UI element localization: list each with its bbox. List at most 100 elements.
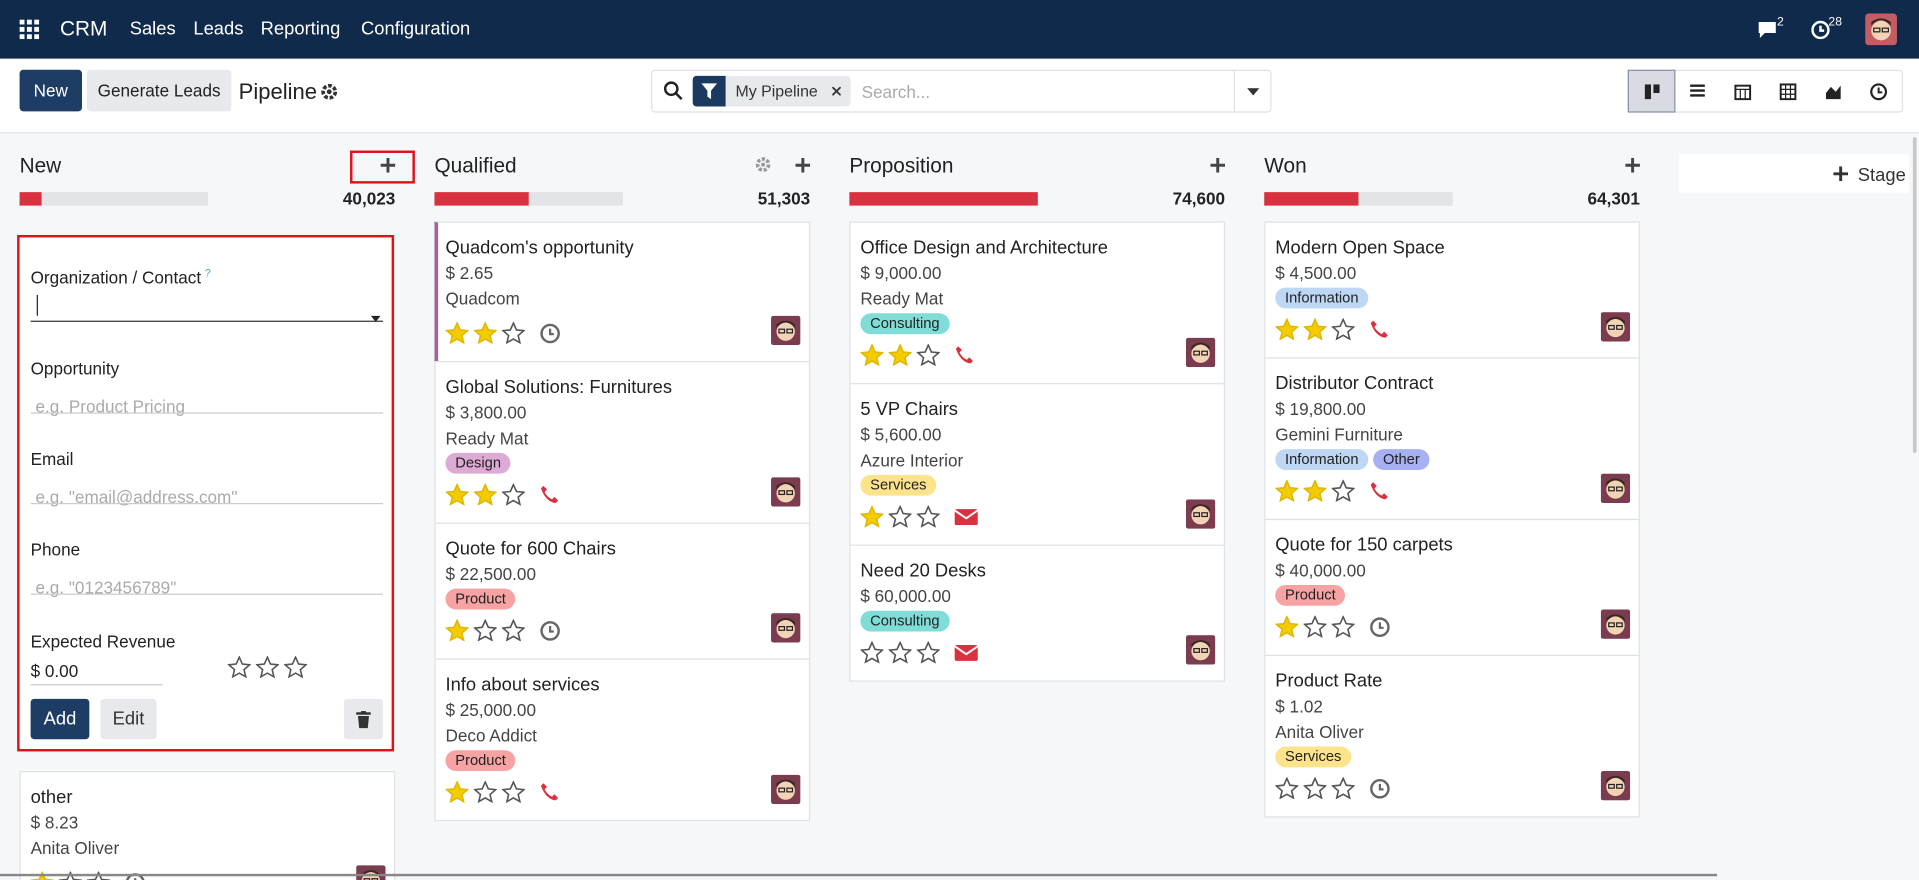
icon-part: [1779, 82, 1797, 100]
add-card[interactable]: [795, 157, 811, 179]
activity-icon[interactable]: [1810, 20, 1831, 41]
remove-facet[interactable]: [832, 86, 841, 96]
icon-part: [473, 321, 497, 344]
priority-stars[interactable]: [445, 321, 529, 344]
apps-icon[interactable]: [19, 19, 40, 40]
add-button[interactable]: Add: [30, 698, 90, 740]
view-button[interactable]: [1765, 71, 1810, 111]
activity-icon[interactable]: [945, 507, 978, 525]
icon-part: [1608, 324, 1615, 330]
card-revenue: $ 8.23: [30, 812, 79, 833]
activity-icon[interactable]: [1360, 481, 1389, 501]
card-customer: Deco Addict: [445, 725, 537, 746]
view-button[interactable]: [1720, 71, 1765, 111]
card-avatar: [1185, 635, 1216, 670]
facet-icon: [692, 75, 726, 107]
priority-stars[interactable]: [860, 505, 944, 528]
kanban-card[interactable]: Info about services $ 25,000.00 Deco Addic…: [434, 658, 811, 822]
icon-part: [916, 641, 940, 664]
icon-part: [786, 787, 794, 793]
search-toggle[interactable]: [1233, 70, 1271, 112]
gear-icon[interactable]: [321, 83, 338, 100]
menu-item[interactable]: Leads: [193, 18, 244, 40]
facet[interactable]: My Pipeline: [725, 75, 851, 107]
add-card[interactable]: [380, 157, 396, 179]
priority-stars[interactable]: [445, 483, 529, 506]
view-button[interactable]: [1856, 71, 1901, 111]
card-customer: Gemini Furniture: [1275, 424, 1403, 445]
activity-icon[interactable]: [115, 872, 146, 880]
discard-button[interactable]: [343, 698, 384, 740]
icon-part: [26, 26, 32, 32]
add-stage[interactable]: Stage: [1679, 154, 1910, 194]
activity-icon[interactable]: [1360, 616, 1391, 637]
generate-leads-button[interactable]: Generate Leads: [86, 69, 232, 112]
priority-stars[interactable]: [227, 655, 312, 679]
kanban-card[interactable]: Quote for 600 Chairs $ 22,500.00 Product: [434, 522, 811, 660]
add-card[interactable]: [1625, 157, 1640, 179]
activity-icon[interactable]: [945, 345, 974, 365]
kanban-column: New 40,023 other $ 8.23 Anita Oliver: [19, 132, 396, 880]
menu-item[interactable]: Reporting: [260, 18, 341, 40]
card-title: Office Design and Architecture: [860, 237, 1109, 259]
tag: Information: [1275, 449, 1369, 470]
icon-part: [255, 655, 280, 679]
icon-part: [540, 620, 560, 641]
add-card[interactable]: [1210, 157, 1226, 179]
icon-part: [795, 157, 811, 173]
menu-item[interactable]: Configuration: [361, 18, 471, 40]
kanban-card[interactable]: Product Rate $ 1.02 Anita Oliver Services: [1264, 654, 1640, 818]
app-name[interactable]: CRM: [59, 17, 108, 41]
priority-stars[interactable]: [445, 619, 529, 642]
icon-part: [445, 619, 469, 642]
caret: [1247, 88, 1260, 96]
kanban-card[interactable]: Need 20 Desks $ 60,000.00 Consulting: [849, 544, 1226, 682]
view-button[interactable]: [1811, 71, 1856, 111]
kanban-card[interactable]: Modern Open Space $ 4,500.00 Information: [1264, 221, 1640, 359]
activity-icon[interactable]: [1360, 319, 1389, 339]
icon-part: [445, 321, 469, 344]
icon-part: [34, 26, 40, 32]
kanban-card[interactable]: Global Solutions: Furnitures $ 3,800.00 Re…: [434, 361, 811, 524]
menu-item[interactable]: Sales: [129, 18, 176, 40]
new-button[interactable]: New: [19, 69, 82, 112]
priority-stars[interactable]: [1275, 479, 1359, 502]
icon-part: [1370, 320, 1388, 338]
activity-icon[interactable]: [530, 620, 561, 641]
priority-stars[interactable]: [1275, 615, 1359, 638]
revenue-input[interactable]: $ 0.00: [30, 660, 79, 681]
card-revenue: $ 2.65: [445, 263, 494, 283]
field-label: Organization / Contact?: [30, 266, 211, 288]
icon-part: [19, 19, 40, 40]
kanban-card[interactable]: Office Design and Architecture $ 9,000.00…: [849, 221, 1226, 385]
kanban-card[interactable]: Distributor Contract $ 19,800.00 Gemini Fu…: [1264, 357, 1640, 521]
view-button[interactable]: [1627, 69, 1676, 113]
priority-stars[interactable]: [1275, 318, 1359, 341]
card-title: Info about services: [445, 674, 600, 696]
card-avatar: [1600, 312, 1631, 347]
activity-icon[interactable]: [530, 485, 559, 505]
user-avatar[interactable]: [1865, 13, 1897, 46]
priority-stars[interactable]: [860, 343, 944, 366]
activity-icon[interactable]: [530, 782, 559, 802]
chat-icon[interactable]: [1756, 20, 1778, 40]
help-icon[interactable]: ?: [204, 266, 211, 280]
icon-part: [1870, 82, 1888, 100]
kanban-card[interactable]: other $ 8.23 Anita Oliver: [19, 771, 396, 880]
column-settings[interactable]: [755, 157, 771, 179]
kanban-card[interactable]: Quadcom's opportunity $ 2.65 Quadcom: [434, 221, 811, 363]
edit-button[interactable]: Edit: [100, 698, 157, 740]
search-box[interactable]: My Pipeline Search...: [651, 69, 1272, 113]
activity-icon[interactable]: [1360, 778, 1391, 799]
icon-part: [1689, 83, 1705, 97]
activity-icon[interactable]: [530, 322, 561, 343]
view-button[interactable]: [1674, 71, 1719, 111]
activity-icon[interactable]: [945, 643, 978, 661]
kanban-card[interactable]: Quote for 150 carpets $ 40,000.00 Product: [1264, 518, 1640, 656]
icon-part: [501, 483, 526, 506]
priority-stars[interactable]: [1275, 777, 1359, 800]
icon-part: [1191, 344, 1210, 363]
priority-stars[interactable]: [860, 641, 944, 664]
priority-stars[interactable]: [445, 780, 529, 803]
kanban-card[interactable]: 5 VP Chairs $ 5,600.00 Azure Interior Servi…: [849, 383, 1226, 546]
